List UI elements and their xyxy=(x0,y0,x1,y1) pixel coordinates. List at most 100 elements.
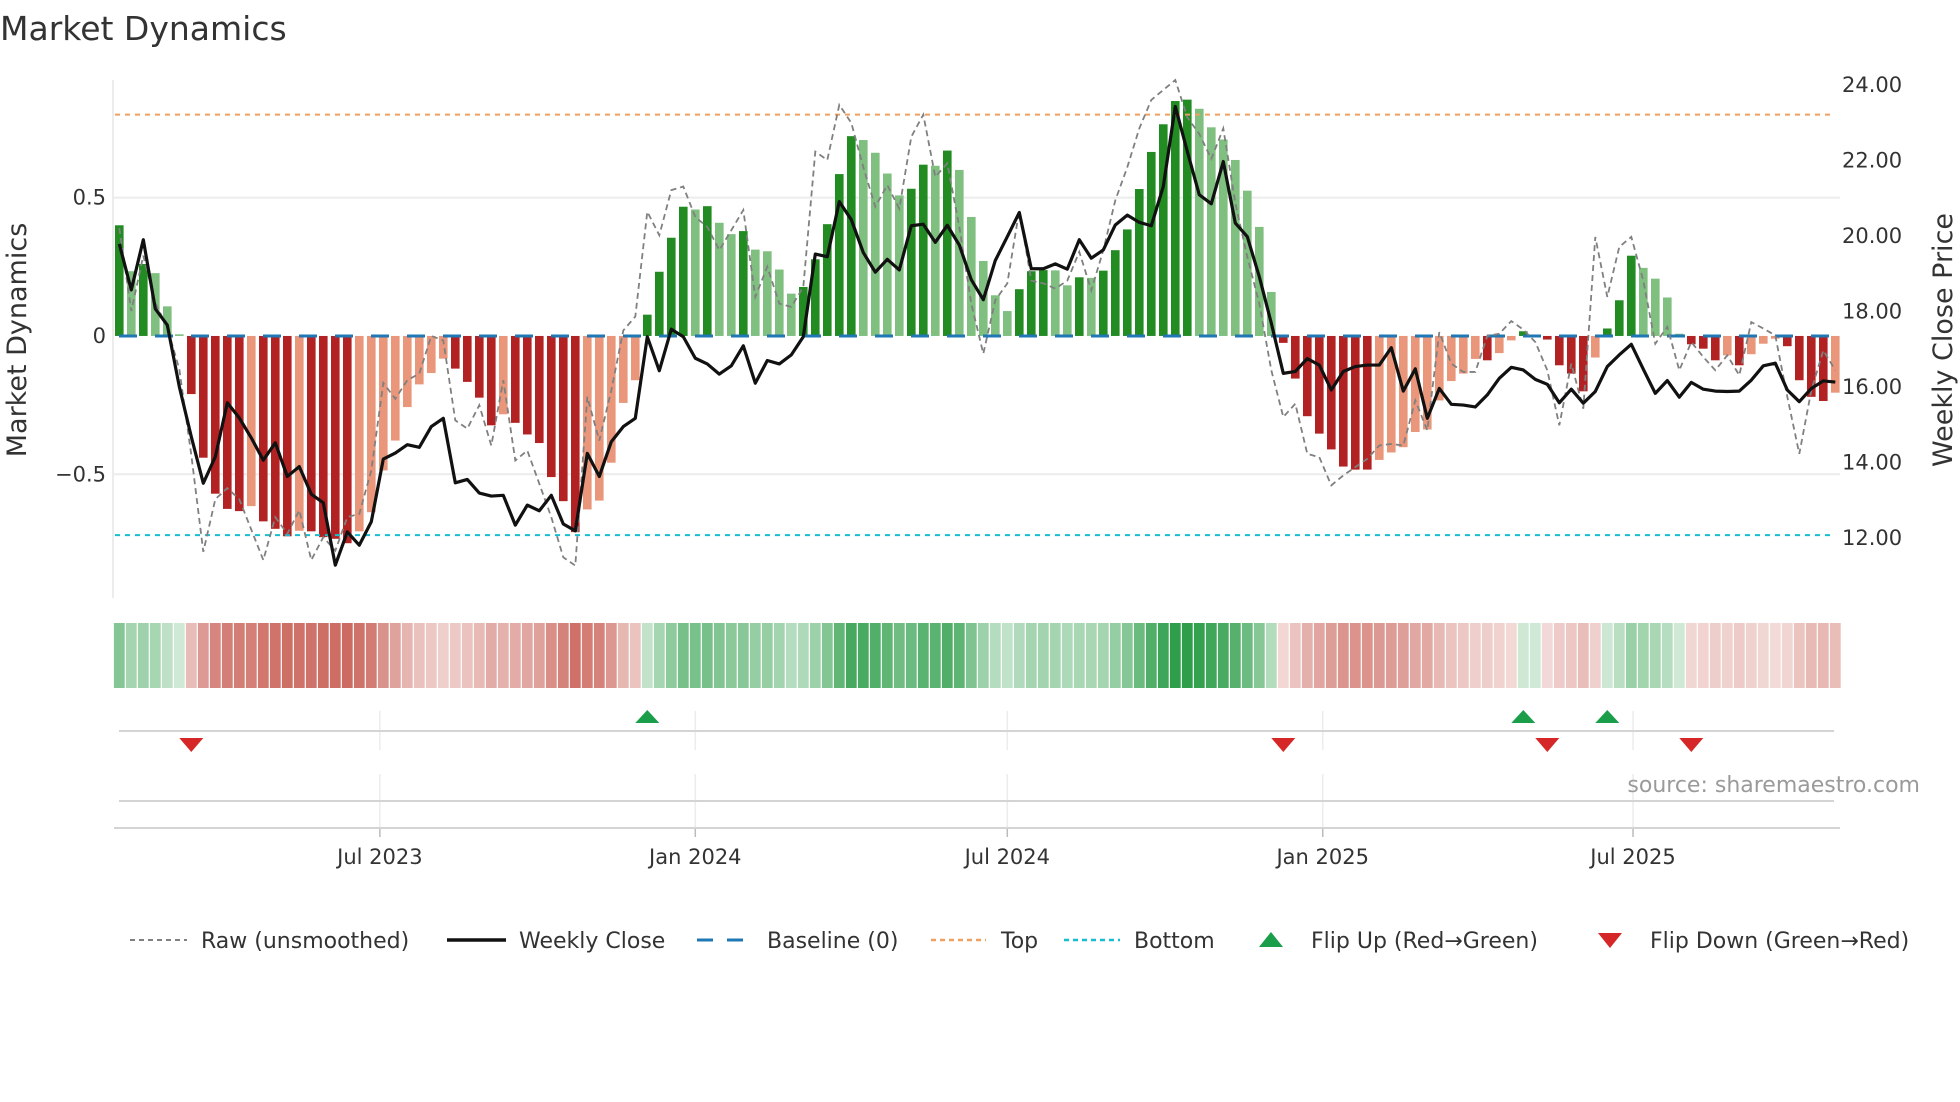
heat-cell xyxy=(161,623,173,688)
dynamics-bar xyxy=(1147,151,1156,336)
dynamics-bar xyxy=(1423,335,1432,430)
heat-cell xyxy=(809,623,821,688)
heat-cell xyxy=(617,623,629,688)
dynamics-bar xyxy=(871,152,880,336)
heat-cell xyxy=(197,623,209,688)
heat-cell xyxy=(1265,623,1277,688)
dynamics-bar xyxy=(1171,101,1180,336)
dynamics-bar xyxy=(823,224,832,336)
dynamics-bar xyxy=(523,335,532,435)
dynamics-bar xyxy=(1471,335,1480,359)
heat-cell xyxy=(881,623,893,688)
heat-cell xyxy=(293,623,305,688)
heat-cell xyxy=(1505,623,1517,688)
dynamics-bars xyxy=(115,99,1840,544)
heat-cell xyxy=(929,623,941,688)
dynamics-bar xyxy=(1747,335,1756,355)
dynamics-bar xyxy=(1711,335,1720,361)
heat-cell xyxy=(1517,623,1529,688)
dynamics-bar xyxy=(1315,335,1324,434)
x-tick-label: Jul 2025 xyxy=(1588,845,1675,869)
heat-cell xyxy=(1793,623,1805,688)
dynamics-bar xyxy=(475,335,484,398)
dynamics-bar xyxy=(271,335,280,529)
heat-cell xyxy=(473,623,485,688)
dynamics-bar xyxy=(1639,267,1648,336)
heat-cell xyxy=(1577,623,1589,688)
legend-bottom-label: Bottom xyxy=(1134,929,1215,954)
dynamics-bar xyxy=(1627,255,1636,336)
heat-cell xyxy=(1277,623,1289,688)
legend-weekly-close-label: Weekly Close xyxy=(519,929,665,954)
dynamics-bar xyxy=(1051,270,1060,336)
heat-cell xyxy=(905,623,917,688)
dynamics-bar xyxy=(1039,270,1048,336)
dynamics-bar xyxy=(715,222,724,336)
dynamics-bar xyxy=(235,335,244,512)
heat-cell xyxy=(1409,623,1421,688)
heat-cell xyxy=(1229,623,1241,688)
dynamics-bar xyxy=(415,335,424,385)
y-right-tick-label: 22.00 xyxy=(1842,148,1902,172)
heat-cell xyxy=(413,623,425,688)
heat-cell xyxy=(1469,623,1481,688)
dynamics-bar xyxy=(619,335,628,403)
dynamics-bar xyxy=(571,335,580,533)
dynamics-bar xyxy=(1579,335,1588,392)
dynamics-bar xyxy=(763,251,772,336)
dynamics-bar xyxy=(331,335,340,539)
heat-cell xyxy=(1049,623,1061,688)
flip-down-marker xyxy=(179,738,204,752)
heat-cell xyxy=(1565,623,1577,688)
y-tick-label: 0.5 xyxy=(73,186,106,210)
heat-cell xyxy=(1121,623,1133,688)
dynamics-bar xyxy=(187,335,196,395)
dynamics-bar xyxy=(835,174,844,336)
heat-cell xyxy=(785,623,797,688)
heat-cell xyxy=(653,623,665,688)
heat-cell xyxy=(149,623,161,688)
dynamics-bar xyxy=(199,335,208,458)
heat-cell xyxy=(989,623,1001,688)
dynamics-bar xyxy=(1003,311,1012,336)
heat-cell xyxy=(677,623,689,688)
dynamics-bar xyxy=(1783,335,1792,347)
heat-cell xyxy=(1613,623,1625,688)
dynamics-bar xyxy=(667,237,676,336)
heat-cell xyxy=(1037,623,1049,688)
dynamics-bar xyxy=(811,259,820,336)
dynamics-bar xyxy=(679,206,688,336)
dynamics-bar xyxy=(1507,335,1516,341)
heat-cell xyxy=(1673,623,1685,688)
heat-cell xyxy=(965,623,977,688)
dynamics-bar xyxy=(595,335,604,501)
dynamics-bar xyxy=(1303,335,1312,417)
heat-cell xyxy=(425,623,437,688)
heat-strip xyxy=(113,623,1841,688)
heat-cell xyxy=(581,623,593,688)
dynamics-bar xyxy=(1087,277,1096,336)
dynamics-bar xyxy=(787,293,796,336)
heat-cell xyxy=(1649,623,1661,688)
heat-cell xyxy=(317,623,329,688)
heat-cell xyxy=(485,623,497,688)
dynamics-bar xyxy=(907,188,916,336)
dynamics-bar xyxy=(1687,335,1696,345)
y-right-tick-label: 14.00 xyxy=(1842,450,1902,474)
heat-cell xyxy=(1181,623,1193,688)
heat-cell xyxy=(113,623,125,688)
dynamics-bar xyxy=(439,335,448,359)
heat-cell xyxy=(1529,623,1541,688)
heat-cell xyxy=(797,623,809,688)
flip-up-marker xyxy=(1511,710,1536,723)
dynamics-bar xyxy=(1807,335,1816,397)
legend-raw-label: Raw (unsmoothed) xyxy=(201,929,409,954)
dynamics-bar xyxy=(1375,335,1384,460)
heat-cell xyxy=(1193,623,1205,688)
heat-cell xyxy=(137,623,149,688)
dynamics-bar xyxy=(1267,291,1276,336)
dynamics-bar xyxy=(1459,335,1468,374)
heat-cell xyxy=(1697,623,1709,688)
dynamics-bar xyxy=(1231,159,1240,336)
heat-cell xyxy=(401,623,413,688)
